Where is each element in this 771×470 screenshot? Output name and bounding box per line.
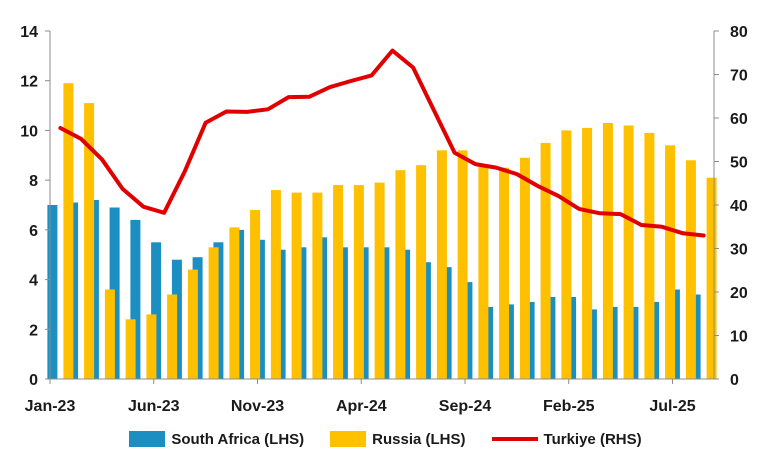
right-tick-label-50: 50 (730, 155, 748, 172)
left-tick-label-12: 12 (20, 74, 38, 91)
bar-south-africa-lhs-5 (151, 242, 162, 379)
right-tick-label-60: 60 (730, 111, 748, 128)
x-tick-label-feb-25: Feb-25 (543, 398, 595, 415)
bar-russia-lhs-21 (499, 167, 510, 379)
bar-russia-lhs-25 (582, 127, 593, 380)
bar-russia-lhs-23 (540, 142, 551, 379)
left-tick-label-14: 14 (20, 24, 38, 41)
x-tick-label-apr-24: Apr-24 (336, 398, 387, 415)
bar-russia-lhs-14 (353, 185, 364, 379)
bar-russia-lhs-31 (706, 177, 717, 379)
x-tick-label-jun-23: Jun-23 (128, 398, 180, 415)
bar-russia-lhs-2 (104, 289, 115, 379)
line-layer (58, 48, 706, 238)
bar-russia-lhs-30 (685, 160, 696, 379)
bar-russia-lhs-24 (561, 130, 572, 379)
bar-russia-lhs-12 (312, 192, 323, 379)
right-tick-label-0: 0 (730, 372, 739, 389)
right-tick-label-80: 80 (730, 24, 748, 41)
legend-swatch-turkiye (491, 437, 538, 441)
bar-russia-lhs-0 (63, 83, 74, 379)
bar-russia-lhs-9 (250, 210, 261, 379)
bar-russia-lhs-16 (395, 170, 406, 379)
legend-swatch-russia (330, 431, 367, 447)
bar-russia-lhs-19 (457, 150, 468, 379)
x-tick-label-nov-23: Nov-23 (231, 398, 284, 415)
bar-south-africa-lhs-0 (47, 205, 58, 379)
bar-russia-lhs-28 (644, 132, 655, 379)
legend-item-russia: Russia (LHS) (330, 430, 466, 448)
legend: South Africa (LHS) Russia (LHS) Turkiye … (0, 426, 771, 452)
bar-russia-lhs-15 (374, 182, 385, 379)
bar-russia-lhs-18 (436, 150, 447, 379)
bar-layer (47, 83, 717, 380)
bar-russia-lhs-6 (187, 269, 198, 379)
left-tick-label-2: 2 (29, 322, 38, 339)
bar-russia-lhs-10 (270, 190, 281, 379)
right-tick-label-10: 10 (730, 329, 748, 346)
bar-south-africa-lhs-4 (130, 219, 141, 379)
legend-swatch-south-africa (129, 431, 166, 447)
bar-russia-lhs-17 (416, 165, 427, 379)
bar-russia-lhs-20 (478, 165, 489, 379)
bar-russia-lhs-7 (208, 247, 219, 379)
x-tick-label-jul-25: Jul-25 (649, 398, 695, 415)
legend-label-russia: Russia (LHS) (372, 430, 466, 448)
bar-russia-lhs-22 (519, 157, 530, 379)
right-tick-label-70: 70 (730, 68, 748, 85)
right-tick-label-30: 30 (730, 242, 748, 259)
bar-russia-lhs-5 (167, 294, 178, 379)
bar-russia-lhs-8 (229, 227, 240, 379)
line-turkiye-rhs (58, 48, 706, 238)
left-tick-label-4: 4 (29, 273, 38, 290)
bar-russia-lhs-11 (291, 192, 302, 379)
bar-russia-lhs-3 (125, 319, 136, 379)
bar-russia-lhs-27 (623, 125, 634, 379)
legend-item-turkiye: Turkiye (RHS) (491, 430, 642, 448)
bar-russia-lhs-1 (84, 103, 95, 379)
legend-label-turkiye: Turkiye (RHS) (543, 430, 642, 448)
x-tick-label-jan-23: Jan-23 (25, 398, 76, 415)
legend-item-south-africa: South Africa (LHS) (129, 431, 304, 448)
left-tick-label-0: 0 (29, 372, 38, 389)
bar-russia-lhs-29 (665, 145, 676, 379)
left-tick-label-10: 10 (20, 123, 38, 140)
right-tick-label-40: 40 (730, 198, 748, 215)
bar-russia-lhs-13 (333, 185, 344, 379)
left-tick-label-8: 8 (29, 173, 38, 190)
axes-layer: 0 2 4 6 8 10 12 14 0 10 20 30 40 50 60 70 80 Jan-23 Jun-23… (20, 24, 748, 415)
right-tick-label-20: 20 (730, 285, 748, 302)
bar-russia-lhs-26 (602, 123, 613, 379)
left-tick-label-6: 6 (29, 223, 38, 240)
legend-label-south-africa: South Africa (LHS) (171, 430, 305, 448)
combo-chart: 0 2 4 6 8 10 12 14 0 10 20 30 40 50 60 70 80 Jan-23 Jun-23… (20, 24, 748, 415)
x-tick-label-sep-24: Sep-24 (439, 398, 492, 415)
bar-russia-lhs-4 (146, 314, 157, 379)
